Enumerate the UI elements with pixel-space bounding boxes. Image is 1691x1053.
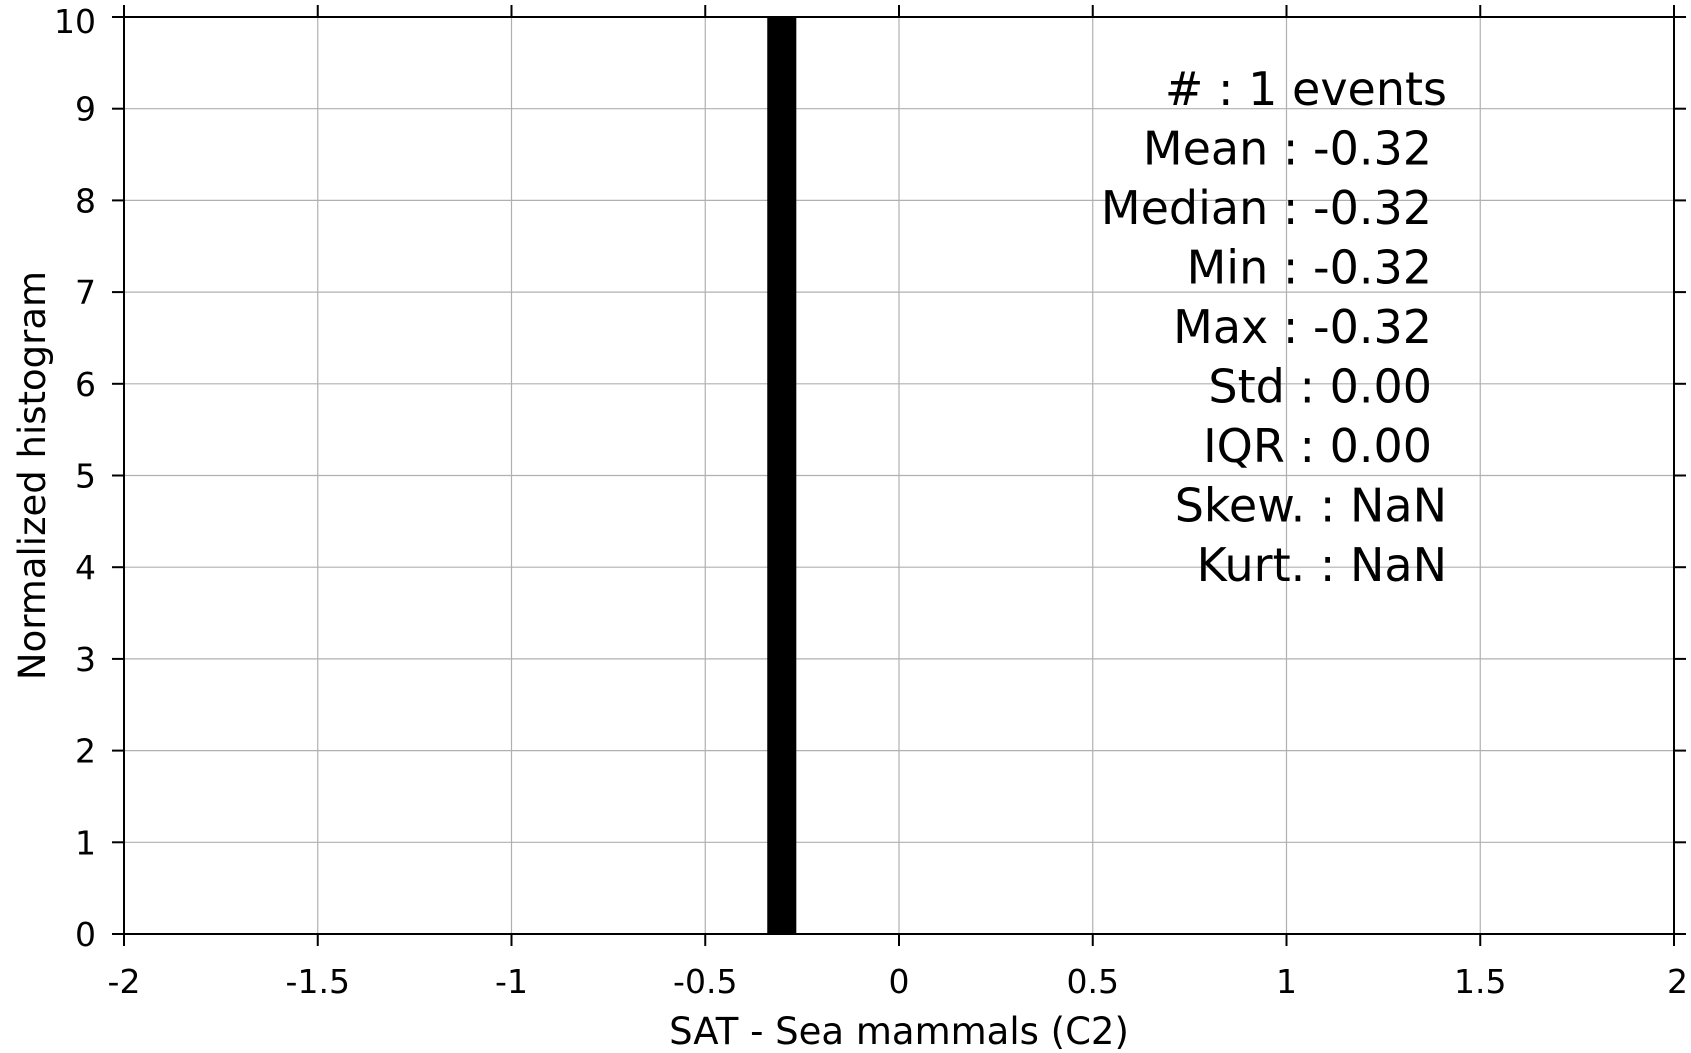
x-axis-label: SAT - Sea mammals (C2) bbox=[669, 1010, 1129, 1053]
stat-line: Mean : -0.32 bbox=[1143, 122, 1432, 176]
x-tick-label: 0 bbox=[889, 962, 910, 1001]
y-tick-label: 1 bbox=[75, 823, 96, 862]
y-tick-label: 6 bbox=[75, 365, 96, 404]
x-tick-labels: -2 -1.5 -1 -0.5 0 0.5 1 1.5 2 bbox=[108, 962, 1688, 1001]
stat-line: Min : -0.32 bbox=[1187, 241, 1432, 295]
stat-line: Kurt. : NaN bbox=[1197, 538, 1447, 592]
histogram-bars bbox=[767, 17, 797, 934]
y-tick-label: 8 bbox=[75, 181, 96, 220]
stat-line: Std : 0.00 bbox=[1208, 360, 1432, 414]
y-tick-label: 10 bbox=[54, 2, 96, 41]
x-tick-label: 2 bbox=[1667, 962, 1688, 1001]
stat-line: IQR : 0.00 bbox=[1203, 419, 1432, 473]
stat-line: Median : -0.32 bbox=[1101, 181, 1432, 235]
histogram-bar bbox=[767, 17, 797, 934]
x-tick-label: -0.5 bbox=[673, 962, 737, 1001]
y-tick-label: 3 bbox=[75, 640, 96, 679]
x-tick-label: -1 bbox=[495, 962, 528, 1001]
grid-lines bbox=[123, 16, 1675, 935]
y-tick-label: 0 bbox=[75, 915, 96, 954]
y-tick-label: 5 bbox=[75, 457, 96, 496]
x-tick-label: 0.5 bbox=[1067, 962, 1119, 1001]
stat-line: Max : -0.32 bbox=[1173, 300, 1432, 354]
y-tick-label: 4 bbox=[75, 548, 96, 587]
y-tick-label: 7 bbox=[75, 273, 96, 312]
stat-line: # : 1 events bbox=[1165, 62, 1447, 116]
y-tick-label: 2 bbox=[75, 732, 96, 771]
x-tick-label: -2 bbox=[108, 962, 141, 1001]
y-tick-labels: 0 1 2 3 4 5 6 7 8 9 10 bbox=[54, 2, 96, 954]
stat-line: Skew. : NaN bbox=[1175, 479, 1447, 533]
x-tick-label: 1 bbox=[1276, 962, 1297, 1001]
x-tick-label: -1.5 bbox=[286, 962, 350, 1001]
y-axis-label: Normalized histogram bbox=[11, 271, 54, 680]
axis-ticks bbox=[112, 5, 1686, 946]
y-tick-label: 9 bbox=[75, 90, 96, 129]
x-tick-label: 1.5 bbox=[1454, 962, 1506, 1001]
